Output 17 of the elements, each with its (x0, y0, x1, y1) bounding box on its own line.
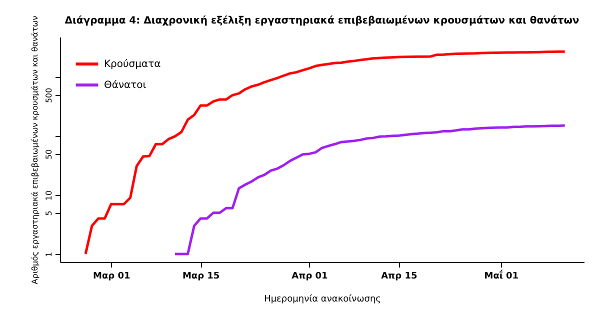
x-tick-label: Απρ 15 (381, 272, 418, 282)
line-series (84, 50, 566, 256)
chart-title: Διάγραμμα 4: Διαχρονική εξέλιξη εργαστηριακά επιβεβαιωμένων κρουσμάτων και θανάτων (64, 15, 580, 26)
legend-label: Κρούσματα (104, 59, 162, 70)
legend-label: Θάνατοι (104, 80, 147, 91)
line-series (174, 124, 566, 256)
y-axis-title: Αριθμός εργαστηριακά επιβεβαιωμένων κρουσμάτων και θανάτων (30, 15, 40, 284)
y-tick-label: 1 (44, 252, 54, 257)
x-tick-label: Μαρ 15 (182, 272, 220, 282)
x-tick-label: Μαρ 01 (92, 272, 130, 282)
x-axis-title: Ημερομηνία ανακοίνωσης (264, 294, 381, 304)
y-tick-label: 5 (44, 210, 54, 216)
y-tick-label: 500 (44, 88, 54, 104)
x-tick-label: Μαΐ 01 (484, 270, 519, 282)
y-tick-label: 10 (44, 190, 54, 201)
x-tick-label: Απρ 01 (292, 272, 328, 282)
y-tick-label: 50 (44, 149, 54, 160)
